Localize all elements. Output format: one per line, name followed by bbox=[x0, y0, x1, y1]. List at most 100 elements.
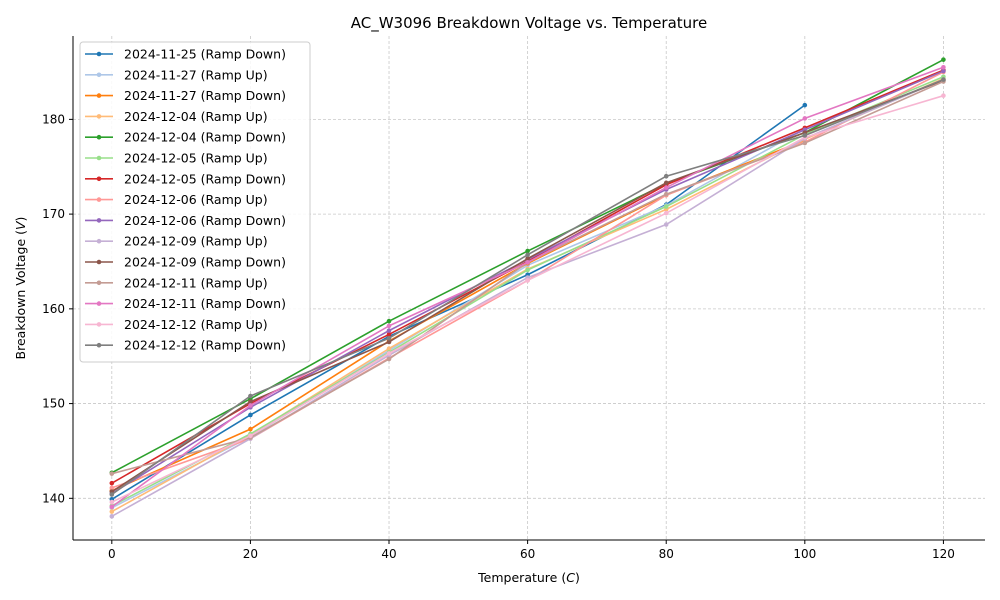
legend-marker bbox=[96, 280, 102, 286]
data-point bbox=[386, 351, 392, 356]
legend-entry: 2024-12-09 (Ramp Down) bbox=[85, 255, 286, 270]
data-point bbox=[663, 185, 669, 190]
data-point bbox=[941, 64, 946, 70]
axes-layer bbox=[72, 36, 985, 541]
y-tick-label: 140 bbox=[42, 491, 65, 505]
legend-entry: 2024-12-05 (Ramp Down) bbox=[85, 171, 286, 186]
legend-entry: 2024-12-11 (Ramp Down) bbox=[85, 296, 286, 311]
legend-entry: 2024-11-25 (Ramp Down) bbox=[85, 47, 286, 62]
data-point bbox=[386, 346, 392, 351]
data-point bbox=[386, 328, 392, 333]
y-tick-label: 180 bbox=[42, 112, 65, 126]
series-line bbox=[111, 128, 806, 509]
legend-label: 2024-12-12 (Ramp Up) bbox=[124, 317, 268, 332]
data-point bbox=[109, 509, 115, 514]
legend-label: 2024-12-06 (Ramp Down) bbox=[124, 213, 286, 228]
legend-label: 2024-12-04 (Ramp Down) bbox=[124, 130, 286, 145]
legend-marker bbox=[96, 342, 102, 348]
data-point bbox=[663, 191, 669, 197]
legend-entry: 2024-12-12 (Ramp Up) bbox=[85, 317, 268, 332]
data-point bbox=[109, 492, 115, 497]
legend-entry: 2024-12-11 (Ramp Up) bbox=[85, 275, 268, 290]
legend-marker bbox=[96, 176, 102, 182]
x-tick-label: 40 bbox=[381, 547, 396, 561]
series-line bbox=[111, 104, 806, 500]
ticks-layer: 0 20 40 60 80 100 120 140 150 160 170 180 bbox=[42, 112, 955, 561]
data-point bbox=[248, 403, 253, 408]
data-point bbox=[663, 222, 669, 227]
legend-label: 2024-11-27 (Ramp Down) bbox=[124, 88, 286, 103]
legend-marker bbox=[96, 322, 102, 327]
legend-label: 2024-12-09 (Ramp Up) bbox=[124, 234, 268, 249]
x-tick-label: 0 bbox=[108, 547, 116, 561]
data-point bbox=[386, 318, 392, 324]
y-tick-label: 170 bbox=[42, 207, 65, 221]
data-point bbox=[802, 116, 808, 121]
data-point bbox=[663, 210, 669, 216]
data-point bbox=[663, 173, 669, 179]
data-point bbox=[386, 356, 392, 362]
data-point bbox=[941, 77, 946, 82]
legend-label: 2024-12-11 (Ramp Down) bbox=[124, 296, 286, 311]
legend-label: 2024-11-27 (Ramp Up) bbox=[124, 67, 268, 82]
x-tick-label: 80 bbox=[659, 547, 674, 561]
data-point bbox=[109, 514, 115, 519]
data-point bbox=[941, 93, 946, 98]
legend-entry: 2024-12-05 (Ramp Up) bbox=[85, 151, 268, 166]
legend-label: 2024-12-12 (Ramp Down) bbox=[124, 338, 286, 353]
x-tick-label: 120 bbox=[932, 547, 955, 561]
data-point bbox=[941, 68, 946, 74]
data-point bbox=[941, 57, 946, 62]
legend-marker bbox=[96, 238, 102, 244]
data-point bbox=[109, 499, 115, 505]
legend-entry: 2024-12-06 (Ramp Down) bbox=[85, 213, 286, 228]
legend: 2024-11-25 (Ramp Down) 2024-11-27 (Ramp U… bbox=[79, 41, 311, 363]
data-point bbox=[525, 267, 530, 273]
data-point bbox=[109, 480, 115, 486]
data-point bbox=[248, 412, 253, 418]
legend-label: 2024-12-06 (Ramp Up) bbox=[124, 192, 268, 207]
legend-label: 2024-12-11 (Ramp Up) bbox=[124, 275, 268, 290]
data-point bbox=[663, 204, 669, 209]
legend-marker bbox=[96, 114, 102, 119]
legend-items: 2024-11-25 (Ramp Down) 2024-11-27 (Ramp U… bbox=[85, 47, 286, 353]
legend-box bbox=[79, 41, 311, 363]
legend-marker bbox=[96, 72, 102, 78]
data-point bbox=[109, 471, 115, 476]
data-point bbox=[109, 485, 115, 491]
data-point bbox=[248, 433, 253, 439]
legend-entry: 2024-11-27 (Ramp Up) bbox=[85, 67, 268, 82]
legend-marker bbox=[96, 197, 102, 202]
y-tick-label: 150 bbox=[42, 397, 65, 411]
legend-label: 2024-12-04 (Ramp Up) bbox=[124, 109, 268, 124]
data-point bbox=[248, 399, 253, 404]
x-tick-label: 20 bbox=[243, 547, 258, 561]
chart-title: AC_W3096 Breakdown Voltage vs. Temperatu… bbox=[351, 14, 708, 33]
y-tick-label: 160 bbox=[42, 302, 65, 316]
x-axis-label: Temperature (C) bbox=[477, 570, 580, 585]
series-15 bbox=[109, 77, 946, 497]
legend-marker bbox=[96, 51, 102, 57]
data-point bbox=[802, 140, 808, 146]
data-point bbox=[802, 102, 808, 108]
legend-marker bbox=[96, 301, 102, 306]
legend-entry: 2024-12-09 (Ramp Up) bbox=[85, 234, 268, 249]
legend-entry: 2024-12-04 (Ramp Down) bbox=[85, 130, 286, 145]
data-point bbox=[109, 504, 115, 510]
data-point bbox=[248, 426, 253, 432]
data-point bbox=[802, 133, 808, 138]
legend-entry: 2024-11-27 (Ramp Down) bbox=[85, 88, 286, 103]
series-layer bbox=[109, 57, 946, 519]
data-point bbox=[386, 339, 392, 345]
legend-marker bbox=[96, 93, 102, 98]
data-point bbox=[663, 180, 669, 186]
data-point bbox=[525, 248, 530, 254]
legend-label: 2024-11-25 (Ramp Down) bbox=[124, 47, 286, 62]
data-point bbox=[248, 393, 253, 399]
data-point bbox=[525, 260, 530, 265]
legend-label: 2024-12-05 (Ramp Down) bbox=[124, 171, 286, 186]
series-13 bbox=[109, 64, 946, 510]
legend-marker bbox=[96, 218, 102, 223]
legend-entry: 2024-12-04 (Ramp Up) bbox=[85, 109, 268, 124]
